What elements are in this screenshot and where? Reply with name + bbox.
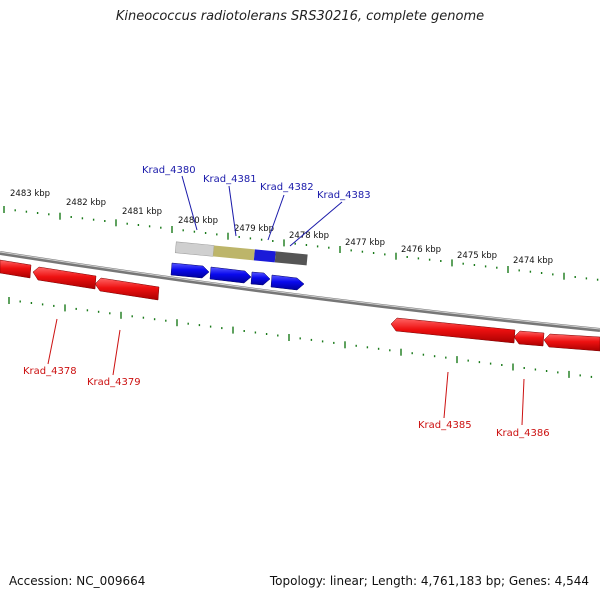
forward-label-leaders <box>181 175 343 247</box>
selected-region-bar <box>174 241 308 266</box>
leader-line <box>443 371 449 419</box>
gene-label-krad-4382[interactable]: Krad_4382 <box>260 182 314 193</box>
reverse-label-leaders <box>47 318 525 426</box>
ruler-label: 2483 kbp <box>10 189 50 199</box>
accession-text: Accession: NC_009664 <box>9 574 146 588</box>
gene-krad-4386-arrow[interactable] <box>543 333 600 352</box>
gene-krad-4382-arrow[interactable] <box>250 271 271 286</box>
leader-line <box>112 329 121 376</box>
leader-line <box>228 185 237 237</box>
gene-label-krad-4386[interactable]: Krad_4386 <box>496 428 550 439</box>
gene-krad-4381-arrow[interactable] <box>209 266 252 284</box>
gene-label-krad-4385[interactable]: Krad_4385 <box>418 420 472 431</box>
genome-title: Kineococcus radiotolerans SRS30216, comp… <box>115 9 485 24</box>
gene-label-krad-4380[interactable]: Krad_4380 <box>142 165 196 176</box>
leader-line <box>181 175 198 231</box>
ruler-labels: 2483 kbp 2482 kbp 2481 kbp 2480 kbp 2479… <box>10 189 553 266</box>
gene-label-krad-4383[interactable]: Krad_4383 <box>317 190 371 201</box>
gene-label-krad-4381[interactable]: Krad_4381 <box>203 174 257 185</box>
ruler-ticks-lower <box>8 297 593 378</box>
ruler-ticks-upper <box>3 206 599 281</box>
genome-backbone-highlight <box>0 251 600 330</box>
genome-summary-text: Topology: linear; Length: 4,761,183 bp; … <box>269 574 589 588</box>
ruler-label: 2477 kbp <box>345 238 385 248</box>
gene-krad-4378-arrow[interactable] <box>32 266 97 290</box>
gene-label-krad-4379[interactable]: Krad_4379 <box>87 377 141 388</box>
forward-gene-labels: Krad_4380 Krad_4381 Krad_4382 Krad_4383 <box>142 165 371 201</box>
reverse-gene-labels: Krad_4378 Krad_4379 Krad_4385 Krad_4386 <box>23 366 550 439</box>
gene-krad-4379-arrow[interactable] <box>94 277 160 301</box>
gene-label-krad-4378[interactable]: Krad_4378 <box>23 366 77 377</box>
ruler-label: 2480 kbp <box>178 216 218 226</box>
gene-krad-4383-arrow[interactable] <box>270 274 305 291</box>
reverse-genes <box>0 259 600 352</box>
genome-backbone <box>0 251 600 332</box>
leader-line <box>47 318 58 365</box>
leader-line <box>267 194 285 241</box>
ruler-label: 2476 kbp <box>401 245 441 255</box>
ruler-label: 2482 kbp <box>66 198 106 208</box>
ruler-label: 2481 kbp <box>122 207 162 217</box>
ruler-label: 2479 kbp <box>234 224 274 234</box>
gene-krad-4380-arrow[interactable] <box>170 262 210 279</box>
ruler-label: 2478 kbp <box>289 231 329 241</box>
forward-genes <box>170 262 305 291</box>
leader-line <box>289 201 343 247</box>
gene-krad-4377-arrow[interactable] <box>0 259 32 279</box>
ruler-label: 2474 kbp <box>513 256 553 266</box>
gene-krad-4385-arrow[interactable] <box>513 330 545 347</box>
leader-line <box>521 378 525 426</box>
gene-krad-4384-arrow[interactable] <box>390 317 516 344</box>
ruler-label: 2475 kbp <box>457 251 497 261</box>
